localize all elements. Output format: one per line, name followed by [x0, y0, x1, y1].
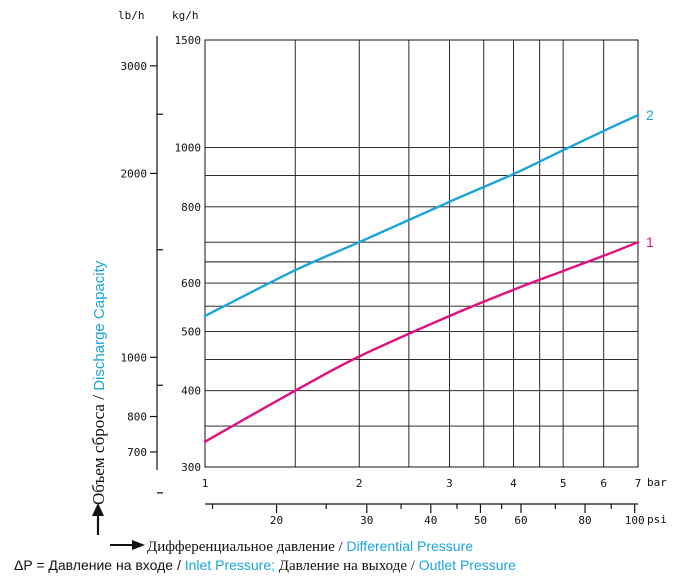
footnote-inlet: Inlet Pressure;: [185, 557, 275, 573]
lbh-tick-label: 2000: [121, 167, 148, 180]
psi-tick-label: 30: [360, 514, 373, 527]
bar-tick-label: 4: [510, 477, 517, 490]
bar-tick-label: 3: [446, 477, 453, 490]
x-psi-unit-label: psi: [647, 513, 667, 526]
psi-tick-label: 40: [424, 514, 437, 527]
bar-tick-label: 1: [202, 477, 209, 490]
y-axis-title-sep: /: [89, 391, 108, 404]
x-axis-title-ru: Дифференциальное давление: [147, 539, 335, 555]
x-axis-arrow: [110, 540, 145, 550]
series-layer: [203, 113, 640, 443]
psi-tick-label: 20: [270, 514, 283, 527]
lbh-tick-label: 1000: [121, 351, 148, 364]
series-line-1: [203, 241, 640, 443]
psi-tick-label: 50: [474, 514, 487, 527]
x-axis-title-en: Differential Pressure: [346, 538, 473, 554]
bar-tick-label: 5: [560, 477, 567, 490]
series-label-1: 1: [646, 234, 654, 250]
footnote-part1: ΔP = Давление на входе /: [14, 557, 185, 573]
psi-tick-label: 80: [578, 514, 591, 527]
bar-tick-label: 2: [356, 477, 363, 490]
kg-tick-label: 600: [181, 277, 201, 290]
labels-layer: 1500 1000 800 600 500 400 300 3000 2000 1000 800 70…: [121, 34, 655, 527]
lbh-tick-label: 800: [127, 411, 147, 424]
bar-tick-label: 7: [635, 477, 642, 490]
footnote-outlet: Outlet Pressure: [419, 557, 516, 573]
grid-layer: [204, 39, 639, 468]
psi-tick-label: 60: [514, 514, 527, 527]
lbh-tick-label: 3000: [121, 60, 148, 73]
bar-tick-label: 6: [600, 477, 607, 490]
psi-tick-label: 100: [625, 514, 645, 527]
x-axis-title-sep: /: [335, 539, 347, 555]
y-axis-arrow: [92, 503, 104, 535]
y-right-unit-label: kg/h: [172, 9, 199, 22]
kg-tick-label: 500: [181, 325, 201, 338]
svg-text:Объем сброса / Discharge Capac: Объем сброса / Discharge Capacity: [89, 260, 108, 505]
footnote: ΔP = Давление на входе / Inlet Pressure;…: [14, 557, 516, 574]
x-axis-title: Дифференциальное давление / Differential…: [147, 538, 473, 555]
y-axis-title-ru: Объем сброса: [89, 404, 108, 505]
axes-layer: [150, 36, 638, 513]
kg-tick-label: 300: [181, 461, 201, 474]
plot-frame: [204, 39, 639, 468]
lbh-tick-label: 700: [127, 446, 147, 459]
y-left-unit-label: lb/h: [118, 9, 145, 22]
kg-tick-label: 1500: [175, 34, 202, 47]
x-bar-unit-label: bar: [647, 476, 667, 489]
y-axis-title: Объем сброса / Discharge Capacity: [89, 260, 108, 505]
y-axis-title-en: Discharge Capacity: [91, 260, 108, 391]
series-line-2: [203, 113, 640, 318]
footnote-part3: Давление на выходе /: [275, 558, 419, 574]
kg-tick-label: 1000: [175, 142, 202, 155]
kg-tick-label: 800: [181, 201, 201, 214]
kg-tick-label: 400: [181, 385, 201, 398]
series-label-2: 2: [646, 107, 654, 123]
